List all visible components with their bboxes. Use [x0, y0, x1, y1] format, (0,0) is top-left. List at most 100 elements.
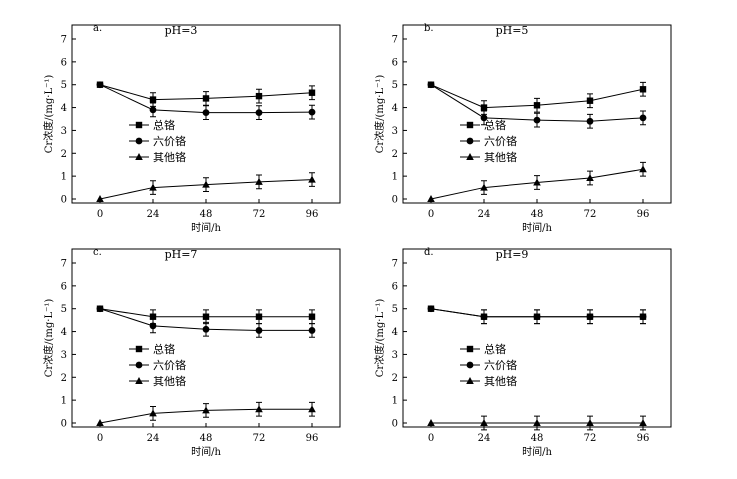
data-point: [202, 180, 210, 188]
x-tick-label: 0: [428, 433, 434, 444]
data-point: [533, 102, 541, 109]
data-point: [533, 116, 541, 124]
legend-label: 其他铬: [153, 150, 186, 164]
data-point: [639, 165, 647, 173]
x-axis-label: 时间/h: [522, 221, 552, 234]
panel-label: a.: [93, 23, 102, 34]
data-point: [639, 86, 647, 93]
y-tick-label: 0: [392, 419, 398, 430]
data-point: [202, 95, 210, 102]
y-tick-label: 4: [392, 327, 398, 338]
x-tick-label: 96: [306, 433, 319, 444]
legend-marker-square: [466, 121, 474, 129]
legend-label: 其他铬: [484, 374, 517, 388]
data-point: [308, 89, 316, 96]
legend-entry: 其他铬: [129, 150, 186, 164]
y-axis-label: Cr浓度/(mg·L⁻¹): [42, 299, 55, 378]
data-point: [96, 419, 104, 426]
y-tick-label: 2: [392, 149, 398, 160]
legend-marker-triangle: [466, 153, 474, 160]
data-point: [586, 97, 594, 104]
y-tick-label: 7: [61, 35, 67, 46]
data-point: [149, 313, 157, 320]
y-tick-label: 5: [61, 80, 67, 91]
data-point: [480, 419, 488, 426]
data-point: [149, 183, 157, 191]
data-point: [255, 405, 263, 413]
legend-entry: 其他铬: [129, 374, 186, 388]
y-tick-label: 3: [61, 350, 67, 361]
legend-label: 六价铬: [153, 134, 186, 148]
y-tick-label: 0: [392, 195, 398, 206]
series-triangle: [96, 401, 316, 426]
legend-label: 总铬: [484, 342, 506, 356]
y-axis-label: Cr浓度/(mg·L⁻¹): [42, 75, 55, 154]
y-tick-label: 3: [392, 126, 398, 137]
panel-label: c.: [93, 247, 102, 258]
data-point: [480, 313, 488, 321]
data-point: [149, 322, 157, 330]
data-point: [586, 419, 594, 426]
y-tick-label: 0: [61, 195, 67, 206]
x-tick-label: 96: [637, 209, 650, 220]
legend-entry: 总铬: [460, 118, 506, 132]
y-tick-label: 6: [61, 57, 67, 68]
legend-marker-square: [135, 121, 143, 129]
panel-label: b.: [424, 23, 434, 34]
panel-title: pH=5: [496, 24, 529, 37]
panel-title: pH=7: [165, 248, 198, 261]
data-point: [202, 109, 210, 116]
legend-label: 其他铬: [484, 150, 517, 164]
legend-entry: 总铬: [129, 342, 175, 356]
data-point: [639, 313, 647, 321]
panel-label: d.: [424, 247, 434, 258]
legend-label: 总铬: [153, 118, 175, 132]
x-tick-label: 72: [584, 209, 597, 220]
legend-label: 总铬: [484, 118, 506, 132]
y-axis-label: Cr浓度/(mg·L⁻¹): [373, 75, 386, 154]
data-point: [96, 81, 104, 89]
x-tick-label: 96: [637, 433, 650, 444]
data-point: [149, 106, 157, 114]
x-tick-label: 0: [97, 433, 103, 444]
data-point: [308, 405, 316, 413]
data-point: [255, 92, 263, 100]
chart-panel-1: 0 1 2 3 4 5 6 7 0 24 48 72 96 时间/h Cr浓度/(mg·L⁻¹) a. pH=3…: [42, 23, 341, 234]
legend-entry: 总铬: [460, 342, 506, 356]
y-tick-label: 7: [392, 259, 398, 270]
data-point: [586, 173, 594, 181]
data-point: [639, 114, 647, 122]
legend-marker-circle: [135, 137, 143, 145]
x-axis-label: 时间/h: [191, 221, 221, 234]
y-tick-label: 5: [392, 80, 398, 91]
legend-entry: 总铬: [129, 118, 175, 132]
data-point: [255, 109, 263, 116]
axes-frame: [71, 248, 341, 428]
x-axis-label: 时间/h: [191, 445, 221, 458]
data-point: [255, 313, 263, 320]
x-tick-label: 72: [253, 433, 266, 444]
legend-marker-square: [466, 345, 474, 353]
y-tick-label: 6: [392, 57, 398, 68]
legend-marker-circle: [466, 137, 474, 145]
legend-entry: 其他铬: [460, 374, 517, 388]
chart-panel-4: 0 1 2 3 4 5 6 7 0 24 48 72 96 时间/h Cr浓度/(mg·L⁻¹) d. pH=9…: [373, 247, 672, 458]
series-square: [96, 305, 316, 325]
y-tick-label: 1: [61, 396, 67, 407]
x-tick-label: 0: [428, 209, 434, 220]
data-point: [533, 419, 541, 426]
x-tick-label: 48: [200, 433, 213, 444]
legend-marker-triangle: [135, 377, 143, 384]
data-point: [149, 409, 157, 417]
y-tick-label: 2: [61, 373, 67, 384]
y-tick-label: 5: [61, 304, 67, 315]
y-tick-label: 1: [392, 172, 398, 183]
data-point: [480, 104, 488, 111]
data-point: [96, 305, 104, 313]
x-tick-label: 72: [584, 433, 597, 444]
data-point: [533, 178, 541, 186]
series-circle: [96, 305, 316, 338]
y-tick-label: 6: [61, 281, 67, 292]
y-tick-label: 4: [61, 103, 67, 114]
